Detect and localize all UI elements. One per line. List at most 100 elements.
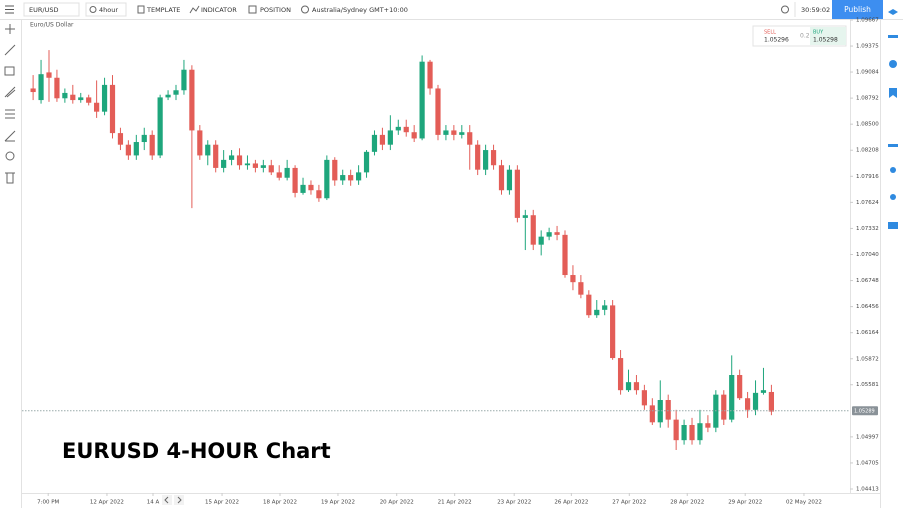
publish-button[interactable]: Publish xyxy=(844,5,871,14)
candle-body xyxy=(292,167,298,193)
y-tick-label: 1.07916 xyxy=(856,174,879,180)
candle-body xyxy=(363,151,370,173)
candle-body xyxy=(443,130,449,135)
candle-body xyxy=(348,175,354,181)
candle-body xyxy=(483,150,489,170)
x-tick-label: 19 Apr 2022 xyxy=(321,500,355,506)
candle-body xyxy=(594,309,600,316)
candle-body xyxy=(475,144,481,170)
y-tick-label: 1.06164 xyxy=(856,330,879,336)
candle-body xyxy=(38,74,44,101)
candle-body xyxy=(578,282,584,295)
candle-body xyxy=(300,184,306,193)
candle-body xyxy=(514,169,520,218)
candle-body xyxy=(86,97,92,103)
candle-body xyxy=(689,424,695,441)
candle-body xyxy=(602,305,608,310)
candle-body xyxy=(324,159,330,199)
x-tick-label: 7:00 PM xyxy=(37,500,59,506)
candle-body xyxy=(467,132,473,145)
candle-body xyxy=(205,144,211,156)
y-tick-label: 1.04997 xyxy=(856,434,879,440)
candle-body xyxy=(752,392,759,410)
candle-body xyxy=(681,424,687,441)
candle-body xyxy=(30,88,36,93)
x-tick-label: 27 Apr 2022 xyxy=(612,500,646,506)
candle-body xyxy=(276,172,282,178)
candle-body xyxy=(673,419,679,441)
position-button[interactable]: POSITION xyxy=(260,6,291,14)
candle-body xyxy=(308,184,314,191)
candle-body xyxy=(538,236,544,245)
interval-box[interactable] xyxy=(85,2,127,17)
candle-body xyxy=(419,61,425,139)
globe-icon xyxy=(301,5,309,14)
candle-body xyxy=(173,90,179,95)
candle-body xyxy=(355,172,362,181)
y-tick-label: 1.09084 xyxy=(856,70,879,76)
candle-body xyxy=(371,134,378,152)
candle-body xyxy=(641,390,647,406)
x-tick-label: 20 Apr 2022 xyxy=(380,500,414,506)
buy-label[interactable]: BUY xyxy=(813,30,824,36)
candle-body xyxy=(46,72,52,78)
template-icon xyxy=(137,5,145,14)
symbol[interactable]: EUR/USD xyxy=(29,6,58,14)
toolbar xyxy=(0,0,903,19)
candle-body xyxy=(737,375,743,399)
y-tick-label: 1.04705 xyxy=(856,460,879,466)
right-sidebar-icons[interactable] xyxy=(888,9,898,229)
candle-body xyxy=(221,159,227,168)
candle-body xyxy=(284,167,290,178)
candle-body xyxy=(197,130,203,156)
y-tick-label: 1.06456 xyxy=(856,304,879,310)
candle-body xyxy=(768,391,775,412)
overlay-title: EURUSD 4-HOUR Chart xyxy=(62,439,331,463)
interval[interactable]: 4hour xyxy=(99,6,118,14)
drawing-tools[interactable] xyxy=(4,24,16,184)
candle-body xyxy=(340,175,346,181)
candle-body xyxy=(459,132,465,135)
candle-body xyxy=(411,132,417,139)
candle-body xyxy=(395,126,401,131)
settings-icon[interactable] xyxy=(781,5,789,14)
template-button[interactable]: TEMPLATE xyxy=(146,6,180,14)
timezone[interactable]: Australia/Sydney GMT+10:00 xyxy=(312,6,408,14)
candle-body xyxy=(165,94,171,98)
candle-body xyxy=(506,169,513,191)
candle-body xyxy=(133,142,139,156)
candle-body xyxy=(744,398,751,410)
x-tick-label: 28 Apr 2022 xyxy=(670,500,704,506)
candle-body xyxy=(427,61,433,89)
menu-button[interactable] xyxy=(5,5,14,14)
y-tick-label: 1.05581 xyxy=(856,382,879,388)
x-tick-label: 02 May 2022 xyxy=(786,500,822,506)
scroll-buttons[interactable] xyxy=(162,495,184,505)
candle-body xyxy=(189,69,195,131)
candle-body xyxy=(70,94,76,101)
candle-body xyxy=(94,102,100,112)
y-tick-label: 1.07624 xyxy=(856,200,879,206)
y-tick-label: 1.09667 xyxy=(856,18,879,24)
candle-body xyxy=(101,84,108,112)
candle-body xyxy=(149,134,155,156)
candle-body xyxy=(633,382,640,391)
x-tick-label: 15 Apr 2022 xyxy=(205,500,239,506)
candle-body xyxy=(610,305,616,359)
chart-title: Euro/US Dollar xyxy=(30,22,74,29)
y-tick-label: 1.07040 xyxy=(856,252,879,258)
x-tick-label: 12 Apr 2022 xyxy=(90,500,124,506)
candle-body xyxy=(451,130,457,135)
publish-button-bg[interactable] xyxy=(832,0,883,19)
buy-box[interactable] xyxy=(810,27,846,45)
current-price-box xyxy=(852,406,878,416)
indicator-button[interactable]: INDICATOR xyxy=(201,6,237,14)
symbol-box[interactable] xyxy=(23,2,80,17)
buy-price[interactable]: 1.05298 xyxy=(813,37,838,44)
sell-price[interactable]: 1.05296 xyxy=(764,37,789,44)
sell-label[interactable]: SELL xyxy=(764,30,776,36)
candle-body xyxy=(117,133,124,145)
candle-body xyxy=(332,159,338,181)
candle-body xyxy=(721,394,727,420)
